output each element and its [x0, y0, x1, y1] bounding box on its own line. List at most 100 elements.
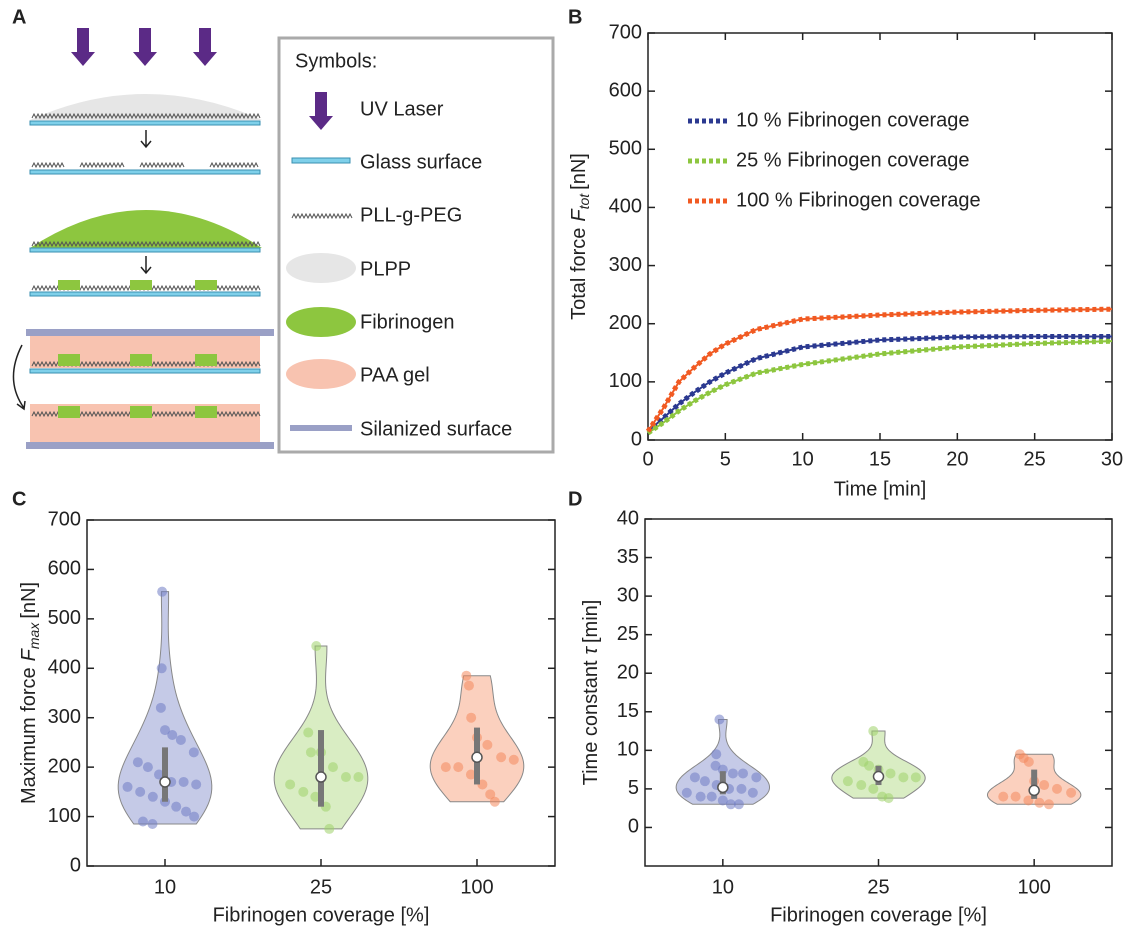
y-tick-label: 500 [48, 607, 81, 629]
y-label-subscript: max [26, 622, 42, 649]
y-tick-label: 5 [628, 777, 639, 799]
series-dots [646, 334, 1112, 434]
data-point [737, 768, 748, 779]
violin-body [675, 718, 771, 805]
data-point [482, 739, 493, 750]
legend-icon [291, 157, 351, 164]
iqr-box [162, 747, 168, 802]
data-point [1043, 799, 1054, 810]
data-point [725, 799, 736, 810]
y-label-text: Time constant [580, 660, 602, 785]
legend-title: Symbols: [295, 50, 377, 72]
polymer [31, 161, 65, 169]
data-point [1034, 797, 1045, 808]
legend-icon [290, 425, 352, 431]
data-point [717, 795, 728, 806]
legend-text: 100 % Fibrinogen coverage [736, 189, 981, 211]
x-tick-label: 10 [792, 448, 814, 470]
y-tick-label: 25 [617, 623, 639, 645]
data-point [1066, 787, 1077, 798]
data-point [736, 783, 747, 794]
y-tick-label: 10 [617, 739, 639, 761]
series-line [647, 340, 1113, 434]
y-tick-label: 100 [609, 370, 642, 392]
y-tick-label: 300 [48, 706, 81, 728]
data-point [751, 772, 762, 783]
data-point [885, 768, 896, 779]
y-label-symbol: τ [580, 645, 602, 654]
data-point [1052, 783, 1063, 794]
y-tick-label: 400 [609, 196, 642, 218]
median-marker [717, 781, 729, 794]
violin-body [831, 730, 926, 799]
data-point [864, 760, 875, 771]
data-point [496, 752, 507, 763]
y-tick-label: 300 [609, 254, 642, 276]
x-tick-label: 100 [460, 876, 493, 898]
y-tick-label: 200 [609, 312, 642, 334]
legend-text: PLPP [360, 258, 411, 280]
data-point [485, 789, 496, 800]
data-point [122, 781, 133, 792]
y-tick-label: 40 [617, 507, 639, 529]
data-point [1023, 756, 1034, 767]
y-tick-label: 35 [617, 546, 639, 568]
data-point [868, 726, 879, 737]
legend-text: Fibrinogen [360, 311, 455, 333]
median-marker [471, 751, 483, 764]
legend-box [277, 36, 555, 454]
legend-icon [286, 359, 356, 389]
y-axis-label: Time constant τ [min] [580, 600, 602, 786]
legend-text: 10 % Fibrinogen coverage [736, 109, 969, 131]
fibrinogen-patch [58, 280, 80, 290]
data-point [298, 786, 309, 797]
data-point [167, 730, 178, 741]
fibrinogen-patch [58, 406, 80, 418]
fibrinogen-patch [195, 280, 217, 290]
data-point [327, 762, 338, 773]
y-label-subscript: tot [576, 193, 592, 210]
x-tick-label: 25 [867, 876, 889, 898]
series-dots [645, 306, 1113, 433]
polymer [139, 161, 185, 169]
glass [29, 120, 261, 126]
data-point [910, 772, 921, 783]
x-tick-label: 30 [1101, 448, 1123, 470]
data-point [747, 787, 758, 798]
data-point [714, 714, 725, 725]
silanized-bar [26, 442, 274, 449]
x-axis-label: Fibrinogen coverage [%] [213, 904, 430, 926]
data-point [461, 670, 472, 681]
x-tick-label: 25 [310, 876, 332, 898]
data-point [1010, 791, 1021, 802]
fibrinogen-patch [130, 354, 152, 366]
data-point [353, 772, 364, 783]
y-tick-label: 200 [48, 755, 81, 777]
data-point [727, 768, 738, 779]
iqr-box [1031, 769, 1038, 799]
y-label-unit: [nN] [18, 582, 40, 619]
legend-icon [286, 253, 356, 283]
data-point [842, 776, 853, 787]
data-point [898, 772, 909, 783]
glass [29, 169, 261, 175]
data-point [305, 747, 316, 758]
data-point [310, 791, 321, 802]
data-point [453, 762, 464, 773]
schematic: Symbols: UV Laser Glass surface PLL-g-PE… [12, 28, 555, 454]
data-point [883, 793, 894, 804]
data-point [340, 772, 351, 783]
y-tick-label: 30 [617, 584, 639, 606]
data-point [157, 586, 168, 597]
y-axis-label: Total force Ftot [nN] [568, 153, 591, 320]
x-tick-label: 0 [642, 448, 653, 470]
y-tick-label: 0 [628, 816, 639, 838]
x-tick-label: 20 [946, 448, 968, 470]
y-tick-label: 400 [48, 657, 81, 679]
legend-text: UV Laser [360, 98, 444, 120]
glass [29, 368, 261, 374]
data-point [856, 780, 867, 791]
y-tick-label: 0 [631, 428, 642, 450]
plpp-drop [30, 94, 262, 120]
